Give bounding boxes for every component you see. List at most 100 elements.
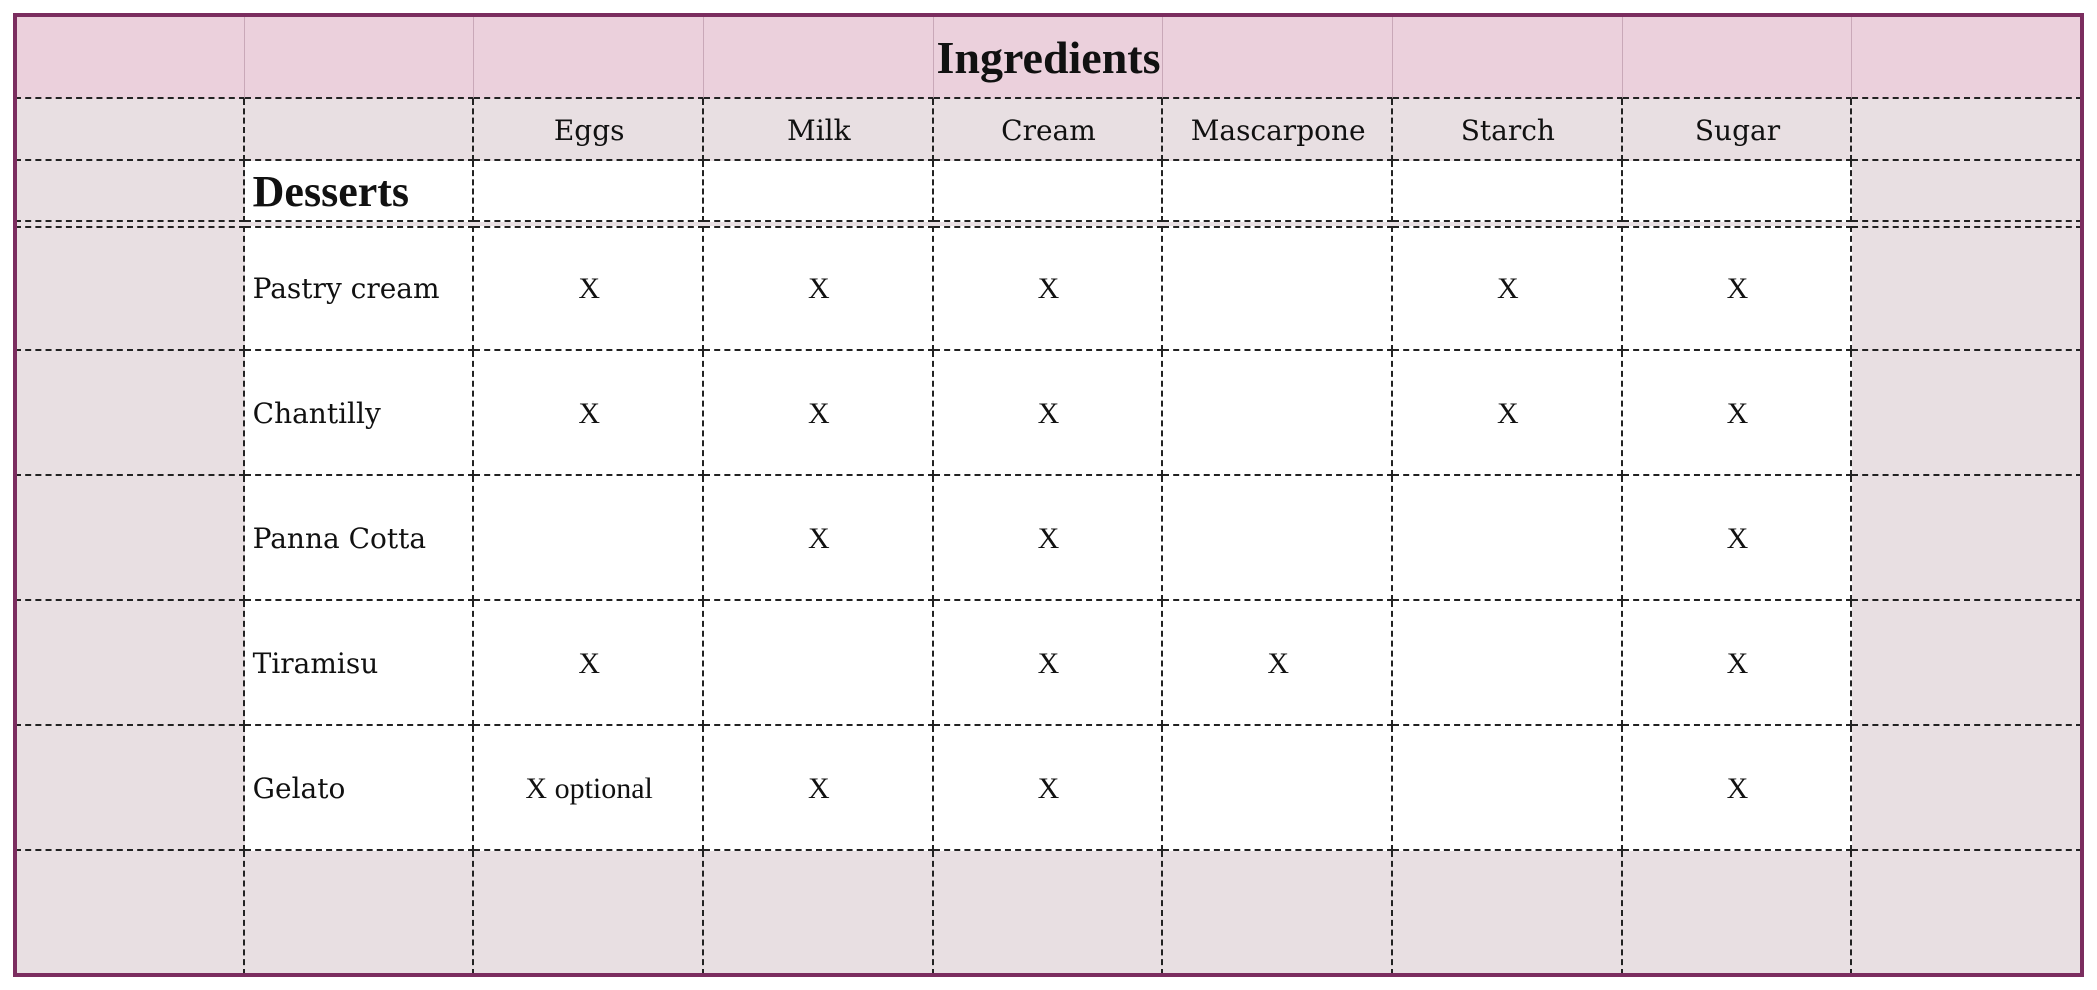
- ingredient-mark: X: [1726, 521, 1749, 555]
- cell: [1163, 351, 1393, 476]
- cell: [15, 161, 245, 222]
- column-header: Eggs: [553, 113, 625, 147]
- cell: [1163, 601, 1393, 726]
- cell: [704, 851, 934, 975]
- cell: [244, 476, 475, 601]
- ingredient-mark: X: [1726, 646, 1749, 680]
- cell: [1163, 851, 1393, 975]
- cell: [1163, 99, 1393, 161]
- cell: [244, 351, 475, 476]
- cell: [1622, 15, 1853, 99]
- cell: [704, 161, 934, 222]
- ingredient-mark: X: [578, 271, 600, 305]
- cell: [933, 226, 1164, 351]
- column-header: Starch: [1460, 113, 1555, 147]
- cell: [474, 851, 704, 975]
- cell: [1163, 226, 1393, 351]
- cell: [1622, 161, 1853, 222]
- cell: [1163, 476, 1393, 601]
- cell: [1393, 726, 1623, 851]
- cell: [474, 15, 704, 99]
- table-title: Ingredients: [936, 31, 1161, 83]
- cell: [15, 726, 245, 851]
- cell: [704, 726, 934, 851]
- cell: [244, 851, 475, 975]
- cell: [1622, 726, 1853, 851]
- cell: [1622, 99, 1853, 161]
- cell: [1852, 226, 2082, 351]
- ingredient-mark: X: [1726, 396, 1749, 430]
- cell: [933, 15, 1164, 99]
- ingredient-mark: X: [1267, 646, 1289, 680]
- cell: [474, 351, 704, 476]
- cell: [1852, 476, 2082, 601]
- cell: [244, 601, 475, 726]
- cell: [1622, 476, 1853, 601]
- cell: [704, 601, 934, 726]
- ingredient-mark: X: [1496, 396, 1519, 430]
- cell: [15, 226, 245, 351]
- cell: [1393, 99, 1623, 161]
- ingredient-mark: X optional: [525, 771, 653, 805]
- cell: [933, 351, 1164, 476]
- cell: [1393, 351, 1623, 476]
- cell: [244, 726, 475, 851]
- cell: [1852, 351, 2082, 476]
- cell: [474, 726, 704, 851]
- cell: [474, 161, 704, 222]
- cell: [15, 476, 245, 601]
- cell: [1622, 351, 1853, 476]
- cell: [474, 226, 704, 351]
- ingredient-mark: X: [578, 396, 600, 430]
- cell: [1852, 99, 2082, 161]
- cell: [1622, 601, 1853, 726]
- ingredient-mark: X: [807, 396, 830, 430]
- cell: [933, 601, 1164, 726]
- cell: [1163, 15, 1393, 99]
- ingredient-mark: X: [807, 771, 830, 805]
- ingredient-mark: X: [1037, 521, 1060, 555]
- cell: [244, 99, 475, 161]
- cell: [704, 99, 934, 161]
- cell: [704, 351, 934, 476]
- cell: [1622, 226, 1853, 351]
- cell: [15, 15, 245, 99]
- column-header: Mascarpone: [1190, 113, 1366, 147]
- cell: [1393, 601, 1623, 726]
- cell: [1393, 226, 1623, 351]
- column-header: Milk: [787, 113, 851, 147]
- cell: [704, 476, 934, 601]
- column-header: Cream: [1001, 113, 1096, 147]
- double-line-gap: [15, 222, 2082, 226]
- cell: [933, 99, 1164, 161]
- row-label: Gelato: [252, 772, 346, 805]
- row-label: Tiramisu: [252, 647, 379, 680]
- cell: [244, 161, 475, 222]
- cell: [474, 601, 704, 726]
- cell: [244, 226, 475, 351]
- cell: [1852, 726, 2082, 851]
- ingredient-mark: X: [1496, 271, 1519, 305]
- row-label: Pastry cream: [252, 272, 440, 305]
- cell: [1393, 476, 1623, 601]
- cell: [933, 476, 1164, 601]
- cell: [15, 851, 245, 975]
- row-label: Chantilly: [252, 397, 381, 430]
- section-label: Desserts: [252, 167, 410, 216]
- cell: [1622, 851, 1853, 975]
- ingredient-mark: X: [1037, 771, 1060, 805]
- cell: [1852, 601, 2082, 726]
- ingredient-mark: X: [1726, 271, 1749, 305]
- cell: [704, 15, 934, 99]
- ingredient-mark: X: [1726, 771, 1749, 805]
- cell: [244, 15, 475, 99]
- cell: [933, 851, 1164, 975]
- cell: [1393, 161, 1623, 222]
- ingredient-mark: X: [1037, 646, 1060, 680]
- cell: [1163, 161, 1393, 222]
- ingredient-mark: X: [1037, 271, 1060, 305]
- ingredient-mark: X: [807, 271, 830, 305]
- cell: [933, 726, 1164, 851]
- cell: [1393, 15, 1623, 99]
- cell: [474, 99, 704, 161]
